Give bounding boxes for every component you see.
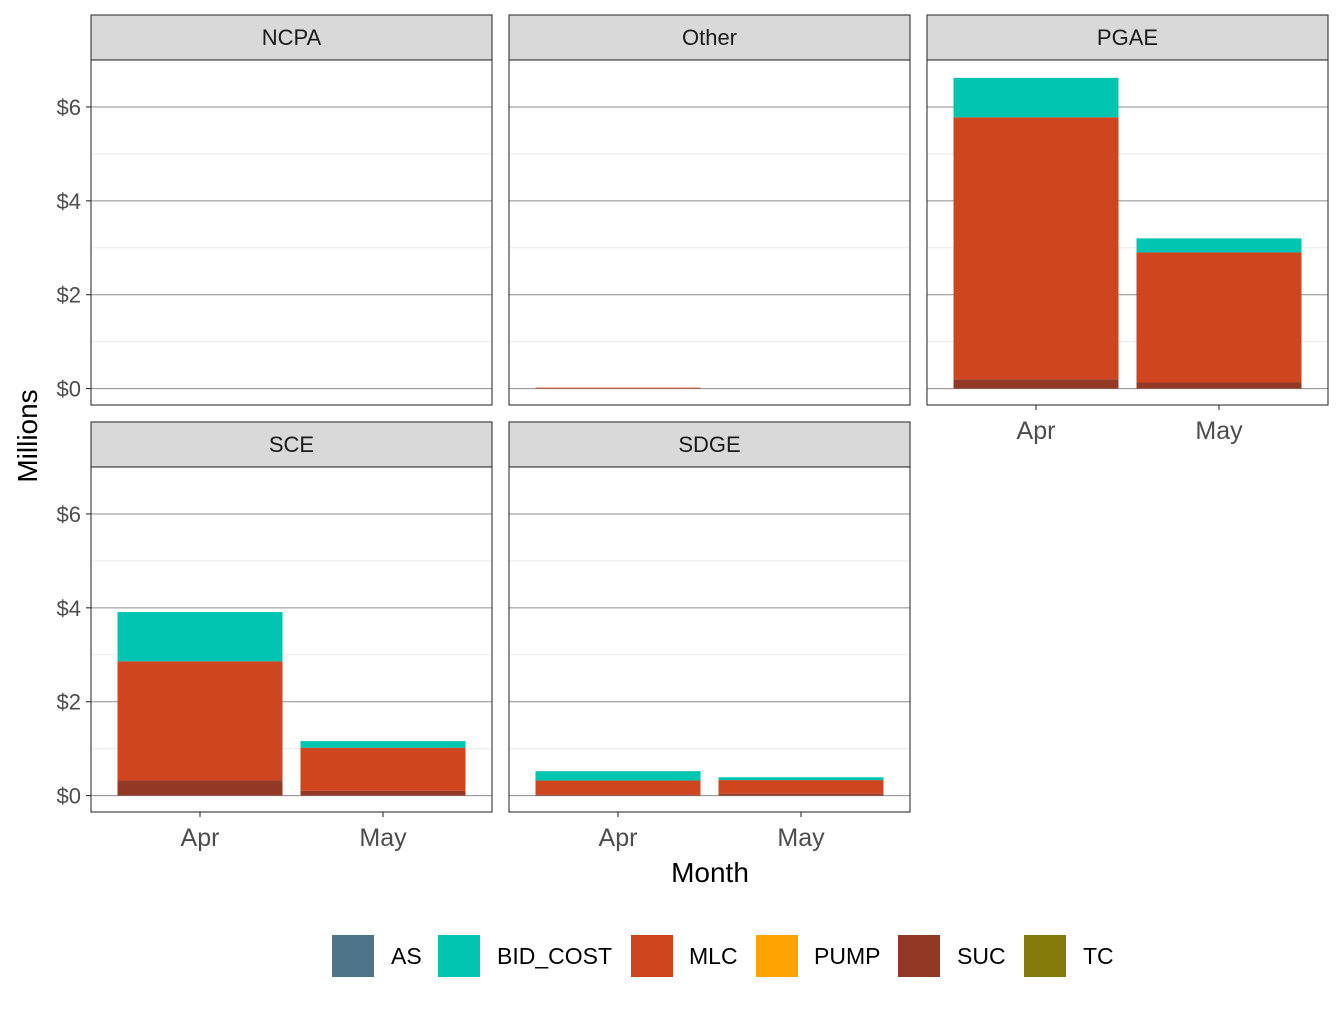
x-tick-label: May	[359, 824, 407, 852]
facet-strip-sdge	[508, 421, 911, 468]
facet-label-sdge: SDGE	[678, 432, 740, 457]
facet-strip-other	[508, 14, 911, 61]
facet-strip-ncpa	[90, 14, 493, 61]
bar-sdge-may-suc	[718, 793, 884, 796]
bar-sce-may-suc	[300, 790, 466, 796]
bar-pgae-apr-mlc	[953, 117, 1119, 380]
panel-border-other	[508, 59, 911, 406]
panel-background-sdge	[509, 467, 910, 812]
y-tick-label: $0	[57, 377, 81, 402]
facet-strip-sce	[90, 421, 493, 468]
y-tick-label: $6	[57, 95, 81, 120]
bar-sdge-apr-suc	[535, 794, 701, 796]
x-tick-label: May	[1195, 417, 1243, 445]
x-tick-label: Apr	[599, 824, 638, 852]
legend-key-as	[332, 935, 374, 977]
legend-label-tc: TC	[1083, 943, 1114, 969]
facet-label-pgae: PGAE	[1097, 25, 1158, 50]
panel-border-sce	[90, 466, 493, 813]
bar-sce-apr-bid-cost	[117, 612, 283, 662]
bar-sce-apr-suc	[117, 780, 283, 796]
facet-label-other: Other	[682, 25, 737, 50]
x-axis-title: Month	[671, 857, 749, 888]
y-tick-label: $4	[57, 189, 81, 214]
legend-label-suc: SUC	[957, 943, 1006, 969]
y-tick-label: $2	[57, 283, 81, 308]
y-tick-label: $0	[57, 784, 81, 809]
legend-label-mlc: MLC	[689, 943, 738, 969]
bar-pgae-may-mlc	[1136, 252, 1302, 383]
x-tick-label: Apr	[181, 824, 220, 852]
y-tick-label: $6	[57, 502, 81, 527]
bar-sdge-may-mlc	[718, 780, 884, 794]
bar-sdge-apr-mlc	[535, 780, 701, 795]
legend-key-pump	[756, 935, 798, 977]
facet-label-ncpa: NCPA	[262, 25, 322, 50]
bar-sce-may-mlc	[300, 747, 466, 791]
bar-pgae-may-bid-cost	[1136, 238, 1302, 253]
legend-key-tc	[1024, 935, 1066, 977]
panel-border-sdge	[508, 466, 911, 813]
bar-other-apr-mlc	[535, 387, 701, 389]
legend-key-bid-cost	[438, 935, 480, 977]
bar-sce-may-bid-cost	[300, 741, 466, 748]
bar-sdge-may-bid-cost	[718, 777, 884, 781]
bar-pgae-may-suc	[1136, 382, 1302, 389]
panel-border-ncpa	[90, 59, 493, 406]
legend-key-suc	[898, 935, 940, 977]
panel-border-pgae	[926, 59, 1329, 406]
legend-label-bid-cost: BID_COST	[497, 943, 612, 969]
facet-label-sce: SCE	[269, 432, 314, 457]
bar-pgae-apr-suc	[953, 379, 1119, 389]
bar-sce-apr-mlc	[117, 661, 283, 781]
y-tick-label: $4	[57, 596, 81, 621]
bar-sdge-apr-bid-cost	[535, 771, 701, 781]
y-tick-label: $2	[57, 690, 81, 715]
bar-pgae-apr-bid-cost	[953, 77, 1119, 118]
legend-label-pump: PUMP	[814, 943, 880, 969]
legend-key-mlc	[631, 935, 673, 977]
panel-background-ncpa	[91, 60, 492, 405]
legend-label-as: AS	[391, 943, 422, 969]
panel-background-other	[509, 60, 910, 405]
x-tick-label: Apr	[1017, 417, 1056, 445]
x-tick-label: May	[777, 824, 825, 852]
y-axis-title: Millions	[12, 389, 43, 482]
